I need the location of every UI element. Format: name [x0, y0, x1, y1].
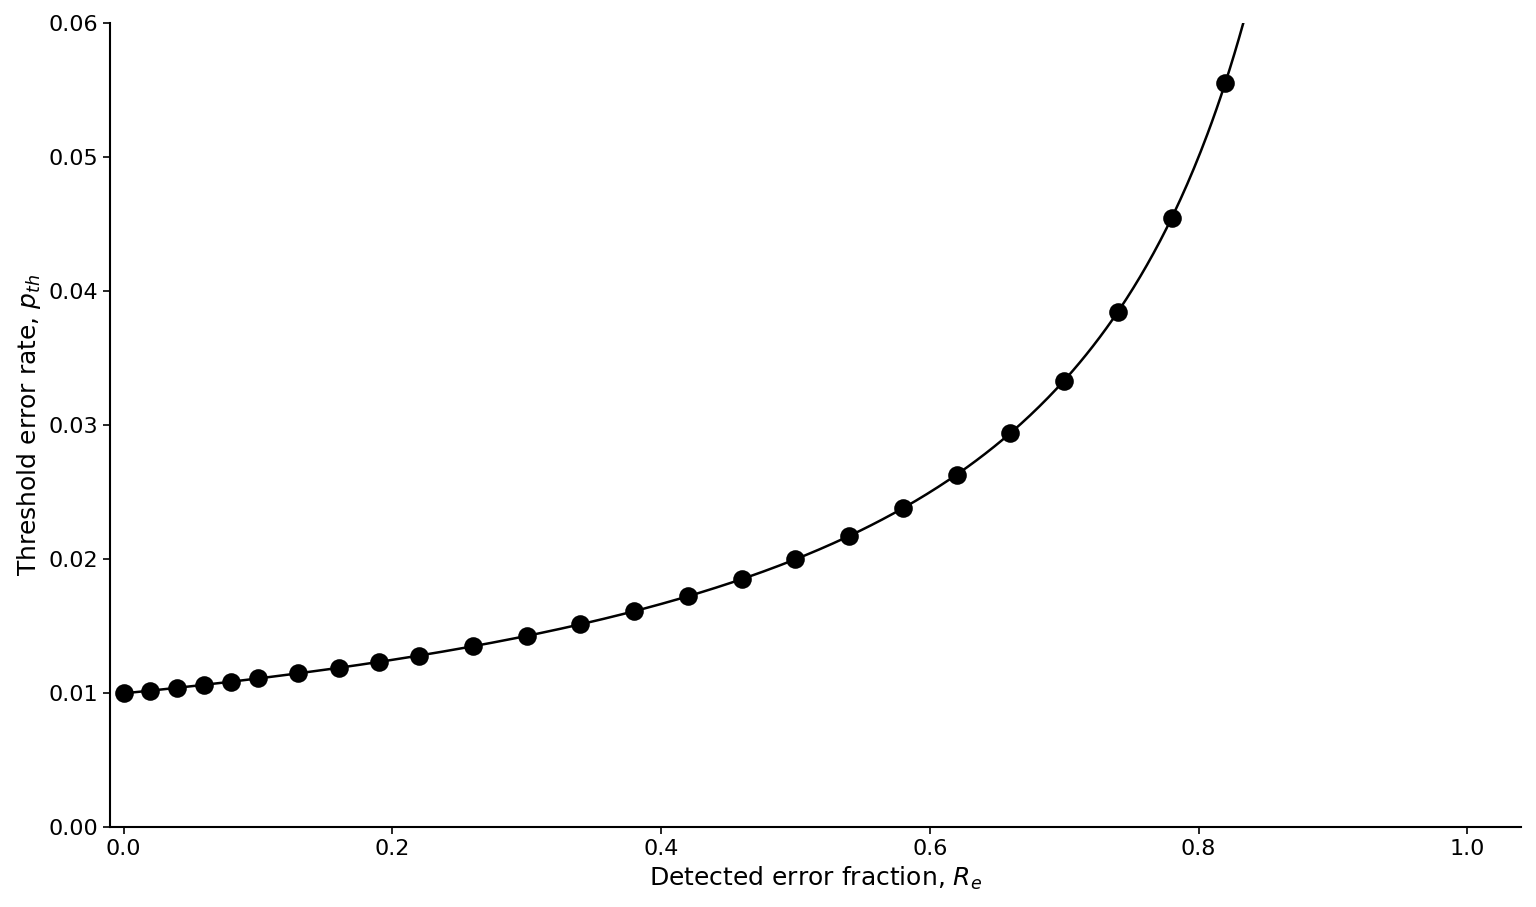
Point — [192, 678, 217, 692]
Point — [730, 572, 754, 587]
Point — [1106, 305, 1130, 319]
Point — [138, 683, 163, 697]
Point — [326, 660, 350, 675]
Point — [1160, 210, 1184, 225]
Point — [568, 617, 593, 631]
Point — [783, 552, 808, 567]
Point — [676, 589, 700, 603]
Point — [998, 426, 1023, 441]
Point — [515, 629, 539, 643]
Point — [218, 675, 243, 689]
Point — [1213, 75, 1238, 90]
Point — [246, 671, 270, 686]
Point — [461, 639, 485, 654]
Point — [1052, 374, 1077, 388]
Point — [945, 467, 969, 482]
Point — [891, 501, 915, 515]
Point — [111, 686, 135, 700]
X-axis label: Detected error fraction, $R_e$: Detected error fraction, $R_e$ — [648, 864, 982, 892]
Point — [286, 666, 310, 680]
Point — [837, 529, 862, 543]
Point — [407, 649, 432, 663]
Point — [164, 680, 189, 695]
Point — [622, 604, 647, 619]
Point — [367, 655, 392, 669]
Y-axis label: Threshold error rate, $p_{th}$: Threshold error rate, $p_{th}$ — [15, 274, 43, 577]
